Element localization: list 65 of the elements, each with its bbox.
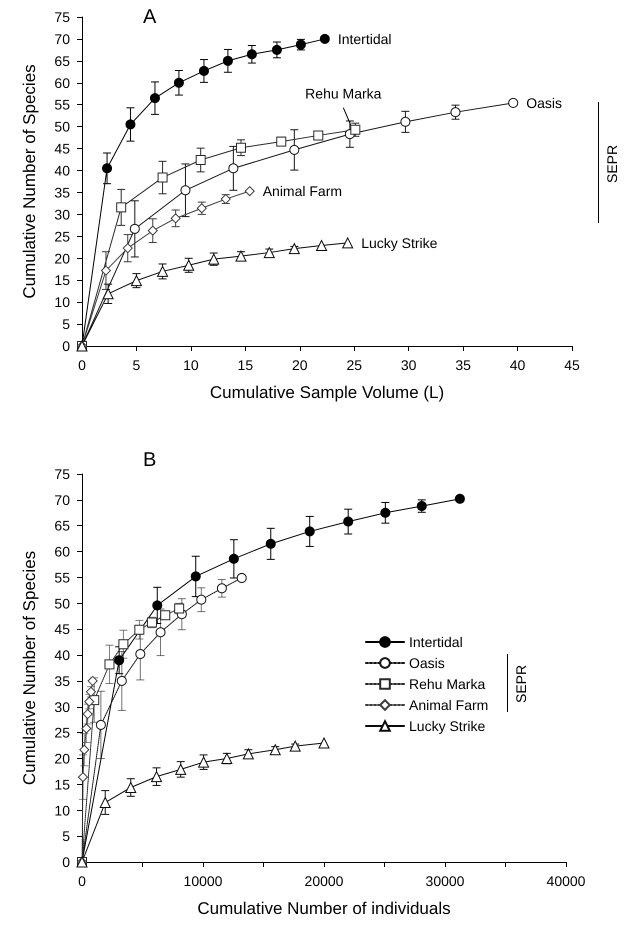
legend-label: Intertidal — [409, 634, 463, 650]
x-tick-label: 35 — [455, 357, 472, 373]
y-tick-label: 10 — [54, 294, 70, 310]
y-tick-label: 15 — [54, 776, 70, 792]
series-label: Animal Farm — [262, 183, 342, 200]
series-label: Intertidal — [338, 30, 392, 47]
y-tick-label: 45 — [54, 140, 70, 157]
y-tick-label: 40 — [54, 162, 70, 179]
x-tick-label: 20 — [292, 357, 308, 373]
y-tick-label: 75 — [54, 466, 70, 482]
y-tick-label: 25 — [54, 724, 70, 741]
series-label: Lucky Strike — [361, 234, 438, 251]
y-tick-label: 65 — [54, 52, 70, 69]
y-tick-label: 15 — [54, 272, 70, 288]
x-tick-label: 40000 — [546, 873, 586, 889]
y-tick-label: 60 — [54, 544, 70, 560]
y-tick-label: 70 — [54, 492, 70, 508]
chart-title: B — [143, 449, 156, 471]
x-axis-title: Cumulative Sample Volume (L) — [210, 383, 444, 402]
x-tick-label: 15 — [238, 357, 254, 373]
legend-label: Rehu Marka — [409, 676, 486, 692]
y-tick-label: 55 — [54, 96, 70, 113]
y-tick-label: 55 — [54, 569, 70, 586]
y-tick-label: 20 — [54, 750, 70, 767]
x-tick-label: 30000 — [426, 873, 465, 889]
legend-label: Lucky Strike — [409, 718, 486, 734]
y-tick-label: 25 — [54, 228, 70, 244]
legend-label: Oasis — [409, 655, 445, 671]
text: Rehu Marka — [305, 86, 382, 102]
x-axis-title: Cumulative Number of individuals — [197, 899, 451, 918]
y-tick-label: 75 — [54, 9, 70, 25]
x-tick-label: 0 — [78, 357, 86, 373]
y-tick-label: 0 — [62, 338, 70, 354]
x-tick-label: 20000 — [304, 873, 344, 889]
x-tick-label: 0 — [78, 873, 86, 889]
legend-label: Animal Farm — [409, 697, 488, 713]
y-axis-title: Cumulative Number of Species — [20, 64, 39, 299]
x-tick-label: 10000 — [184, 873, 223, 889]
y-tick-label: 5 — [62, 316, 70, 332]
y-tick-label: 0 — [62, 854, 70, 870]
y-tick-label: 30 — [54, 698, 70, 715]
x-tick-label: 10 — [183, 357, 199, 373]
y-axis-title: Cumulative Number of Species — [20, 550, 39, 786]
y-tick-label: 65 — [54, 518, 70, 534]
annotation: SEPR — [513, 664, 529, 703]
x-tick-label: 40 — [510, 357, 526, 373]
x-tick-label: 25 — [346, 357, 362, 373]
y-tick-label: 70 — [54, 30, 70, 47]
x-tick-label: 30 — [400, 357, 417, 373]
y-tick-label: 30 — [54, 206, 70, 222]
text: SEPR — [604, 144, 620, 182]
y-tick-label: 20 — [54, 250, 70, 266]
y-tick-label: 50 — [54, 595, 70, 612]
y-tick-label: 35 — [54, 672, 70, 689]
y-tick-label: 45 — [54, 621, 70, 638]
y-tick-label: 35 — [54, 184, 70, 200]
x-tick-label: 45 — [564, 357, 580, 373]
y-tick-label: 50 — [54, 118, 70, 135]
y-tick-label: 10 — [54, 802, 70, 818]
series-label: Oasis — [526, 94, 562, 111]
chart-title: A — [143, 6, 157, 28]
y-tick-label: 40 — [54, 647, 70, 664]
y-tick-label: 60 — [54, 74, 70, 91]
x-tick-label: 5 — [132, 357, 141, 373]
y-tick-label: 5 — [62, 828, 70, 844]
